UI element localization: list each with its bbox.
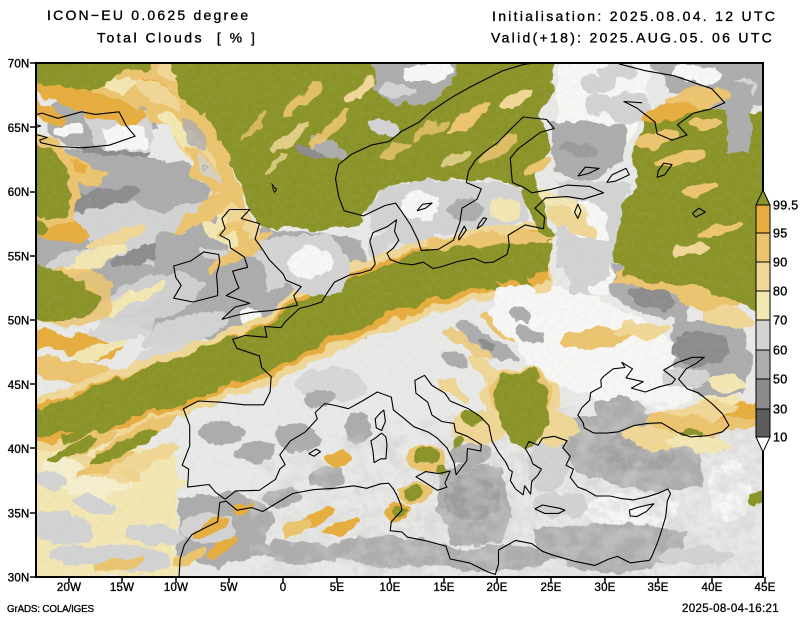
svg-text:40N: 40N	[8, 444, 30, 456]
svg-text:55N: 55N	[8, 251, 30, 263]
svg-text:70: 70	[773, 314, 788, 328]
svg-text:40E: 40E	[701, 582, 722, 594]
svg-text:70N: 70N	[8, 59, 30, 71]
svg-text:20E: 20E	[486, 582, 507, 594]
svg-text:99.5: 99.5	[773, 199, 799, 213]
svg-text:Initialisation: 2025.08.04. 12: Initialisation: 2025.08.04. 12 UTC	[492, 8, 777, 24]
svg-text:10: 10	[773, 431, 788, 445]
svg-text:45E: 45E	[754, 582, 775, 594]
svg-text:35N: 35N	[8, 508, 30, 520]
svg-text:GrADS: COLA/IGES: GrADS: COLA/IGES	[7, 604, 94, 615]
svg-text:80: 80	[773, 285, 788, 299]
svg-text:95: 95	[773, 227, 788, 241]
svg-text:50: 50	[773, 373, 788, 387]
svg-text:0: 0	[280, 582, 287, 594]
svg-text:60N: 60N	[8, 187, 30, 199]
svg-text:15W: 15W	[110, 582, 134, 594]
svg-text:Valid(+18): 2025.AUG.05. 06 UT: Valid(+18): 2025.AUG.05. 06 UTC	[491, 30, 774, 46]
svg-text:35E: 35E	[647, 582, 668, 594]
svg-text:30E: 30E	[594, 582, 615, 594]
svg-text:50N: 50N	[8, 316, 30, 328]
svg-text:10W: 10W	[164, 582, 188, 594]
svg-text:5W: 5W	[220, 582, 238, 594]
svg-text:Total Clouds [ % ]: Total Clouds [ % ]	[97, 30, 257, 46]
svg-text:5E: 5E	[330, 582, 345, 594]
svg-text:90: 90	[773, 256, 788, 270]
svg-text:60: 60	[773, 344, 788, 358]
svg-text:30: 30	[773, 403, 788, 417]
svg-text:15E: 15E	[433, 582, 454, 594]
svg-text:20W: 20W	[57, 582, 81, 594]
svg-text:10E: 10E	[379, 582, 400, 594]
svg-text:2025-08-04-16:21: 2025-08-04-16:21	[682, 603, 779, 615]
svg-text:45N: 45N	[8, 380, 30, 392]
svg-text:65N: 65N	[8, 123, 30, 135]
svg-text:30N: 30N	[8, 573, 30, 585]
svg-text:25E: 25E	[540, 582, 561, 594]
svg-text:ICON−EU 0.0625 degree: ICON−EU 0.0625 degree	[47, 7, 250, 23]
